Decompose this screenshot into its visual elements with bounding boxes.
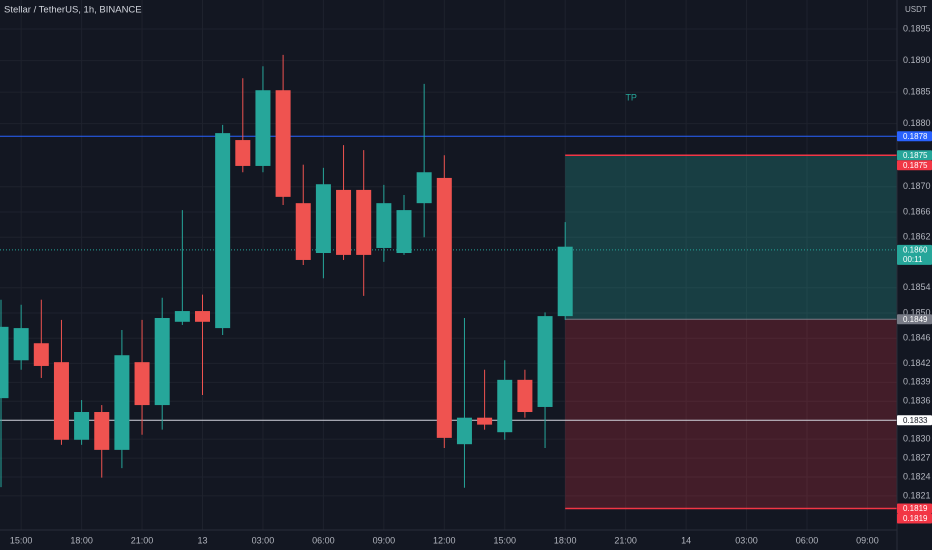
candle-body <box>416 172 432 204</box>
price-badge <box>897 131 932 142</box>
x-tick-label: 15:00 <box>493 535 516 545</box>
price-badge-label: 0.1878 <box>903 132 928 141</box>
x-tick-label: 09:00 <box>373 535 396 545</box>
price-axis <box>897 0 932 550</box>
candle-body <box>74 412 90 440</box>
candles <box>0 54 573 488</box>
price-badge <box>897 244 932 265</box>
candle-body <box>174 311 190 322</box>
candle-body <box>154 318 170 406</box>
candle-body <box>33 343 49 366</box>
x-tick-label: 18:00 <box>70 535 93 545</box>
y-tick-label: 0.1836 <box>903 396 931 406</box>
chart-title: Stellar / TetherUS, 1h, BINANCE <box>4 5 142 16</box>
x-tick-label: 15:00 <box>10 535 33 545</box>
y-tick-label: 0.1821 <box>903 490 931 500</box>
y-tick-label: 0.1850 <box>903 307 931 317</box>
candle-body <box>255 90 271 166</box>
candle-body <box>53 362 69 440</box>
price-badge-label: 0.1819 <box>903 514 928 523</box>
candle-body <box>356 189 372 255</box>
candle-body <box>134 362 150 406</box>
price-badge <box>897 160 932 171</box>
price-badge <box>897 150 932 161</box>
y-tick-label: 0.1866 <box>903 206 931 216</box>
x-tick-label: 03:00 <box>735 535 758 545</box>
y-tick-label: 0.1880 <box>903 118 931 128</box>
x-tick-label: 13 <box>197 535 207 545</box>
candle-body <box>336 189 352 255</box>
candle-body <box>275 90 291 197</box>
countdown: 00:11 <box>903 255 923 264</box>
y-tick-label: 0.1885 <box>903 86 931 96</box>
candle-body <box>315 184 331 254</box>
target-zone <box>565 155 897 320</box>
candle-body <box>376 203 392 248</box>
y-tick-label: 0.1830 <box>903 434 931 444</box>
candle-body <box>396 210 412 254</box>
y-tick-label: 0.1890 <box>903 55 931 65</box>
x-tick-label: 21:00 <box>131 535 154 545</box>
candle-body <box>94 412 110 450</box>
price-badge-label: 0.1849 <box>903 315 928 324</box>
candle-body <box>436 177 452 438</box>
x-tick-label: 21:00 <box>614 535 637 545</box>
candle-body <box>235 140 251 166</box>
x-tick-label: 03:00 <box>252 535 275 545</box>
y-tick-label: 0.1842 <box>903 358 931 368</box>
x-tick-label: 14 <box>681 535 691 545</box>
candle-body <box>114 355 130 450</box>
x-tick-label: 18:00 <box>554 535 577 545</box>
candle-body <box>477 417 493 425</box>
candle-body <box>215 133 231 329</box>
currency: USDT <box>905 5 927 14</box>
price-badge <box>897 314 932 325</box>
candle-body <box>456 417 472 445</box>
price-badge-label: 0.1819 <box>903 504 928 513</box>
candle-body <box>537 316 553 407</box>
candle-body <box>517 379 533 413</box>
position-zones: TP <box>565 92 897 510</box>
price-badge-label: 0.1860 <box>903 245 928 254</box>
candle-body <box>13 328 29 361</box>
candle-body <box>557 246 573 317</box>
tp-label: TP <box>625 92 637 102</box>
x-tick-label: 12:00 <box>433 535 456 545</box>
price-badge <box>897 415 932 426</box>
y-tick-label: 0.1839 <box>903 377 931 387</box>
axis-labels: 0.18950.18900.18850.18800.18700.18660.18… <box>10 23 931 545</box>
candle-body <box>195 311 210 322</box>
price-badge <box>897 513 932 524</box>
y-tick-label: 0.1846 <box>903 333 931 343</box>
y-tick-label: 0.1870 <box>903 181 931 191</box>
y-tick-label: 0.1895 <box>903 23 931 33</box>
price-badge <box>897 503 932 514</box>
candle-body <box>0 326 9 399</box>
x-tick-label: 06:00 <box>312 535 335 545</box>
x-tick-label: 06:00 <box>796 535 819 545</box>
y-tick-label: 0.1824 <box>903 471 931 481</box>
x-tick-label: 09:00 <box>856 535 879 545</box>
price-badge-label: 0.1875 <box>903 151 928 160</box>
stop-zone <box>565 319 897 509</box>
y-tick-label: 0.1862 <box>903 232 931 242</box>
y-tick-label: 0.1827 <box>903 452 931 462</box>
candle-body <box>497 379 513 433</box>
y-tick-label: 0.1854 <box>903 282 931 292</box>
candle-body <box>295 203 311 260</box>
price-badge-label: 0.1875 <box>903 161 928 170</box>
price-badge-label: 0.1833 <box>903 416 928 425</box>
